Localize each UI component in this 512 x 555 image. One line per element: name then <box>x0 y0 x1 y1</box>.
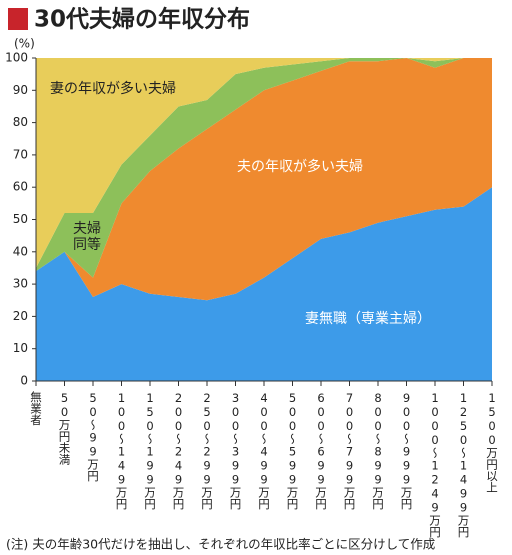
x-tick-label: 400～499万円 <box>257 391 271 510</box>
y-tick-label: 20 <box>13 309 28 323</box>
y-tick-label: 40 <box>13 244 28 258</box>
x-tick-label: 1500万円以上 <box>485 391 499 493</box>
x-tick-label: 50～99万円 <box>86 391 100 482</box>
y-tick-label: 70 <box>13 147 28 161</box>
y-tick-label: 50 <box>13 212 28 226</box>
y-tick-label: 90 <box>13 83 28 97</box>
x-tick-label: 無業者 <box>29 391 43 426</box>
area <box>36 58 492 278</box>
area-label: 夫の年収が多い夫婦 <box>237 159 363 175</box>
title-mark <box>8 8 28 30</box>
area <box>36 187 492 381</box>
y-tick-label: 30 <box>13 277 28 291</box>
x-tick-label: 100～149万円 <box>114 391 129 510</box>
x-tick-label: 300～399万円 <box>228 391 243 510</box>
x-tick-label: 900～999万円 <box>399 391 414 510</box>
chart-title: 30代夫婦の年収分布 <box>34 6 250 33</box>
x-tick-label: 1000～1249万円 <box>428 391 442 538</box>
x-tick-label: 600～699万円 <box>314 391 328 510</box>
x-tick-label: 200～249万円 <box>171 391 186 510</box>
x-tick-label: 800～899万円 <box>371 391 385 510</box>
footnote: (注) 夫の年齢30代だけを抽出し、それぞれの年収比率ごとに区分けして作成 <box>6 537 435 552</box>
y-unit: (%) <box>14 37 35 51</box>
y-tick-label: 10 <box>13 341 28 355</box>
y-tick-label: 80 <box>13 115 28 129</box>
y-tick-label: 0 <box>20 374 28 388</box>
area <box>36 58 492 301</box>
x-tick-label: 700～799万円 <box>342 391 357 510</box>
area <box>36 58 492 268</box>
area-label: 妻無職（専業主婦） <box>305 311 431 327</box>
y-tick-label: 60 <box>13 180 28 194</box>
area-label: 夫婦同等 <box>73 221 101 253</box>
area-label: 妻の年収が多い夫婦 <box>50 81 176 97</box>
y-tick-label: 100 <box>5 51 28 65</box>
x-tick-label: 150～199万円 <box>143 391 157 510</box>
x-tick-label: 250～299万円 <box>200 391 214 510</box>
x-tick-label: 1250～1499万円 <box>456 391 471 538</box>
x-tick-label: 500～599万円 <box>285 391 300 510</box>
x-tick-label: 50万円未満 <box>57 391 72 465</box>
